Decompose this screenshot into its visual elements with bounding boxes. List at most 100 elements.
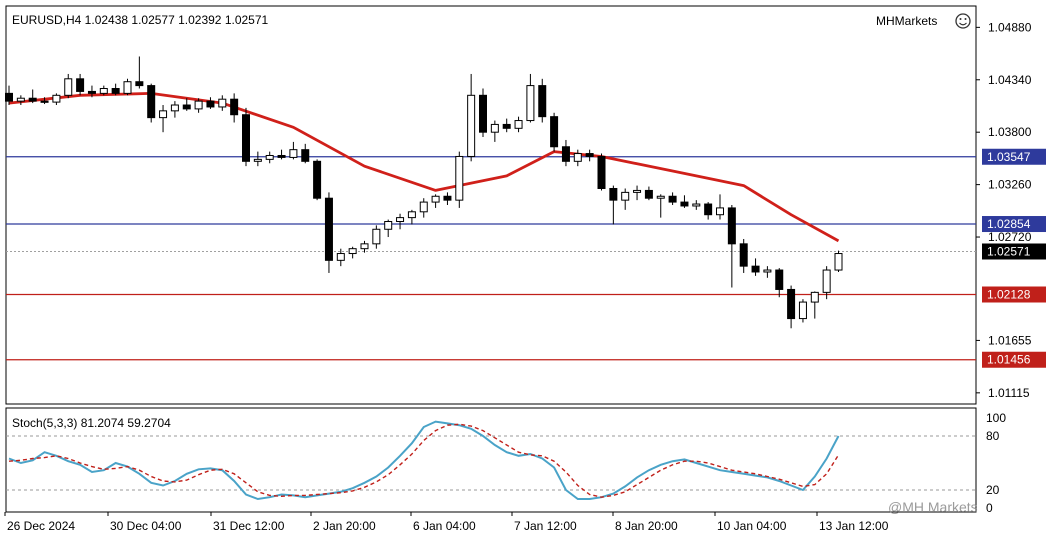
price-tick-label: 1.01115 [988,386,1030,400]
candle-body-bullish [372,228,381,245]
candle-body-bearish [585,153,594,157]
candle-body-bullish [289,149,298,158]
candle-body-bearish [324,197,333,261]
candle-body-bearish [40,100,49,103]
candle-body-bullish [253,158,262,162]
time-tick-label: 26 Dec 2024 [7,519,75,533]
candle-body-bearish [609,187,618,201]
candle-body-bullish [218,98,227,108]
candle-body-bearish [550,116,559,148]
level-price-tag [982,216,1046,233]
candle-body-bearish [301,149,310,162]
price-tick-label: 1.03260 [988,178,1032,192]
current-price-tag [982,243,1046,260]
candle-body-bullish [633,189,642,193]
level-price-tag [982,351,1046,368]
level-price-label: 1.02854 [987,217,1031,231]
candle-body-bearish [561,146,570,162]
stochastic-tick-label: 80 [986,429,1000,443]
candle-body-bullish [822,269,831,293]
candle-body-bearish [147,85,156,119]
candle-body-bearish [644,189,653,199]
candle-body-bearish [230,98,239,116]
stochastic-pane[interactable] [5,407,977,513]
candle-body-bullish [16,97,25,102]
candle-body-bullish [159,110,168,119]
candle-body-bearish [242,114,250,162]
current-price-label: 1.02571 [987,244,1031,258]
candle-body-bullish [692,203,701,207]
candle-body-bullish [52,94,61,103]
candle-body-bullish [360,243,369,250]
candle-body-bearish [5,92,13,102]
time-tick-label: 10 Jan 04:00 [717,519,787,533]
candle-body-bullish [99,88,108,94]
level-price-label: 1.02128 [987,288,1031,302]
stochastic-tick-label: 100 [986,411,1006,425]
stochastic-tick-label: 0 [986,501,993,515]
candle-body-bullish [194,100,203,110]
candle-body-bullish [336,253,345,261]
time-tick-label: 6 Jan 04:00 [413,519,476,533]
symbol-info: EURUSD,H4 1.02438 1.02577 1.02392 1.0257… [12,13,269,27]
candle-body-bearish [704,203,713,216]
candle-body-bullish [384,221,393,230]
candle-body-bearish [277,154,286,158]
price-tick-label: 1.01655 [988,333,1032,347]
smiley-icon [955,13,971,29]
candle-body-bullish [526,85,535,122]
candle-body-bullish [64,78,73,96]
time-tick-label: 2 Jan 20:00 [313,519,376,533]
candle-body-bullish [419,201,428,213]
candle-body-bearish [206,100,215,108]
candle-body-bearish [502,123,511,129]
candle-body-bearish [76,78,85,92]
candle-body-bullish [490,123,499,133]
level-price-label: 1.03547 [987,150,1031,164]
price-tick-label: 1.03800 [988,125,1032,139]
candle-body-bearish [135,81,144,87]
watermark-text: @MH Markets [888,499,978,515]
candle-body-bullish [170,104,179,112]
candle-body-bearish [479,94,487,133]
candle-body-bullish [573,153,582,162]
candle-body-bearish [680,201,689,207]
candle-body-bearish [787,288,796,320]
candle-body-bullish [656,195,665,199]
candle-body-bullish [431,195,440,203]
price-tick-label: 1.02720 [988,230,1032,244]
stochastic-signal-line [8,423,840,498]
candle-body-bearish [597,155,606,189]
candle-body-bearish [775,269,784,290]
price-pane[interactable] [5,5,977,405]
level-price-tag [982,286,1046,303]
stochastic-label: Stoch(5,3,3) 81.2074 59.2704 [12,416,171,430]
candle-body-bearish [111,88,120,94]
candle-body-bullish [763,269,772,273]
candle-body-bullish [123,81,132,94]
stochastic-main-line [8,420,840,501]
candle-body-bearish [739,243,748,267]
candle-body-bullish [810,291,819,303]
level-price-tag [982,148,1046,165]
candle-body-bearish [28,97,37,102]
candle-body-bullish [798,301,807,320]
candle-body-bearish [751,265,760,273]
candle-body-bullish [407,211,416,219]
candle-body-bearish [443,195,452,201]
brand-label: MHMarkets [876,14,937,28]
candle-body-bullish [716,207,724,216]
candle-body-bearish [182,104,191,110]
time-tick-label: 7 Jan 12:00 [514,519,577,533]
candle-body-bullish [455,155,464,201]
candle-body-bullish [467,94,476,157]
candle-body-bearish [87,90,96,94]
candle-body-bearish [538,85,547,118]
candle-body-bullish [514,120,523,129]
time-tick-label: 31 Dec 12:00 [213,519,285,533]
candle-body-bullish [621,191,630,201]
candle-body-bullish [265,154,274,160]
moving-average-line [8,92,840,243]
